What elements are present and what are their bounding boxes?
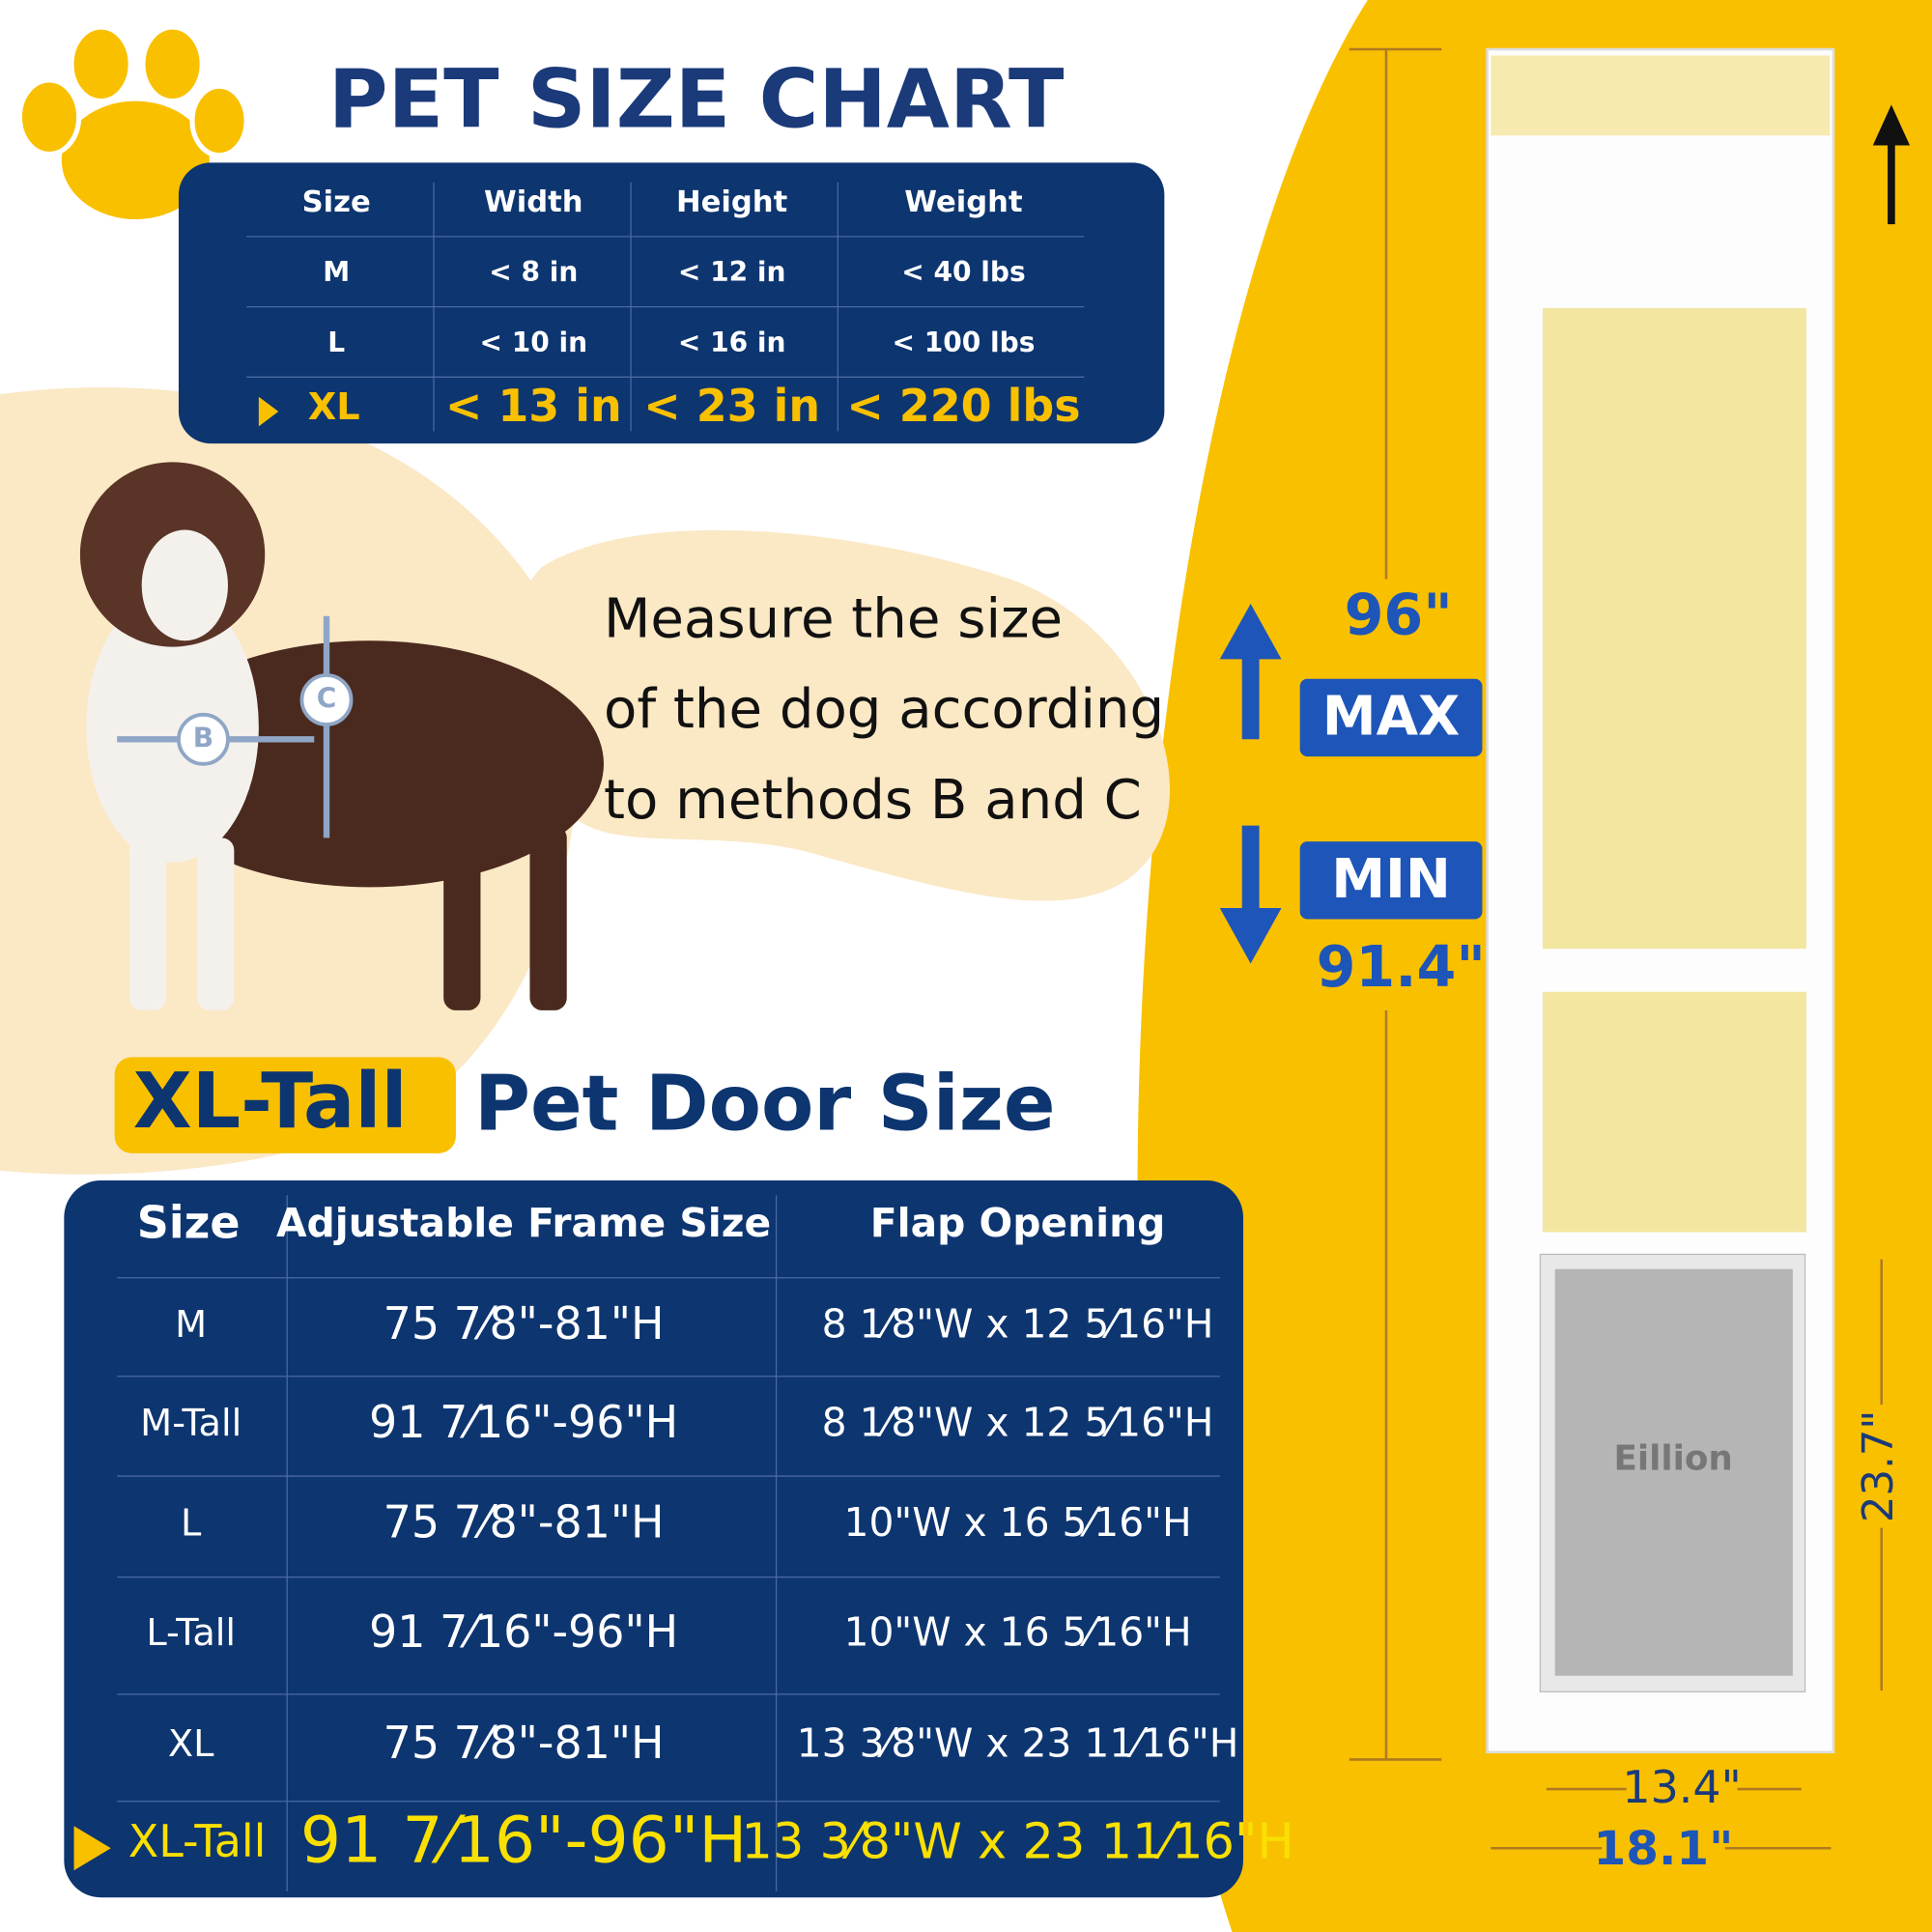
note-line: of the dog according — [604, 678, 1164, 741]
cell: XL — [308, 385, 360, 429]
height-min: 91.4" — [1317, 934, 1486, 1000]
cell: 10"W x 16 5⁄16"H — [844, 1609, 1192, 1656]
note-bubble — [514, 529, 1171, 901]
cell: M — [323, 256, 350, 288]
cell: < 12 in — [678, 256, 786, 288]
cell: < 8 in — [489, 256, 578, 288]
brand: Eillion — [1613, 1438, 1732, 1478]
max-label: MAX — [1322, 686, 1461, 749]
cell: 13 3⁄8"W x 23 11⁄16"H — [741, 1813, 1293, 1870]
column-header: Adjustable Frame Size — [276, 1200, 771, 1246]
cell: 8 1⁄8"W x 12 5⁄16"H — [822, 1400, 1214, 1446]
cell: L — [181, 1502, 202, 1546]
cell: < 16 in — [678, 327, 786, 358]
title: PET SIZE CHART — [328, 51, 1065, 146]
cell: 13 3⁄8"W x 23 11⁄16"H — [797, 1719, 1239, 1766]
column-header: Height — [676, 185, 787, 219]
cell: XL — [168, 1722, 214, 1766]
door-table-bg — [64, 1179, 1243, 1898]
label-b: B — [193, 722, 213, 753]
cell: 75 7⁄8"-81"H — [384, 1717, 665, 1769]
paw-icon — [16, 24, 249, 225]
cell: 8 1⁄8"W x 12 5⁄16"H — [822, 1301, 1214, 1348]
cell: 75 7⁄8"-81"H — [384, 1297, 665, 1350]
cell: < 13 in — [445, 380, 622, 432]
cell: 75 7⁄8"-81"H — [384, 1496, 665, 1548]
door-table: Size Adjustable Frame Size Flap Opening M 75… — [73, 1195, 1294, 1891]
cell: < 40 lbs — [901, 256, 1025, 288]
label-c: C — [317, 682, 337, 714]
note-line: Measure the size — [604, 588, 1063, 651]
cell: 91 7⁄16"-96"H — [369, 1605, 678, 1658]
outer-width: 18.1" — [1594, 1822, 1734, 1876]
column-header: Size — [302, 185, 371, 219]
cell: L — [327, 327, 345, 358]
door-drawing — [1486, 47, 1911, 1754]
cell: M-Tall — [140, 1402, 242, 1445]
cell: XL-Tall — [128, 1815, 267, 1867]
pet-table: Size Width Height Weight M < 8 in < 12 in < 40 … — [246, 182, 1085, 432]
door-title: Pet Door Size — [474, 1059, 1055, 1148]
cell: 10"W x 16 5⁄16"H — [844, 1499, 1192, 1546]
inner-width: 13.4" — [1622, 1761, 1741, 1813]
cell: < 220 lbs — [846, 380, 1080, 432]
max-arrow — [1219, 604, 1282, 740]
max-box — [1299, 678, 1483, 757]
cell: < 100 lbs — [892, 327, 1035, 358]
dog-illustration — [79, 462, 604, 1010]
cell: 91 7⁄16"-96"H — [300, 1803, 747, 1878]
min-label: MIN — [1331, 848, 1451, 911]
door-title-highlight: XL-Tall — [133, 1057, 408, 1146]
column-header: Flap Opening — [870, 1200, 1166, 1246]
min-box — [1299, 841, 1483, 920]
note-line: to methods B and C — [604, 769, 1142, 832]
cell: 91 7⁄16"-96"H — [369, 1396, 678, 1448]
dimension-lines — [1349, 47, 1883, 1850]
column-header: Weight — [904, 185, 1022, 219]
min-arrow — [1219, 825, 1282, 964]
cell: M — [175, 1303, 207, 1347]
flap-height: 23.7" — [1855, 1410, 1903, 1522]
row-marker — [258, 396, 279, 427]
row-marker — [73, 1826, 111, 1871]
cell: < 23 in — [643, 380, 820, 432]
column-header: Width — [484, 185, 583, 219]
pet-table-bg — [178, 162, 1165, 444]
height-max: 96" — [1345, 582, 1453, 647]
cell: L-Tall — [146, 1611, 236, 1655]
title-highlight — [114, 1057, 456, 1153]
cell: < 10 in — [479, 327, 587, 358]
column-header: Size — [137, 1197, 241, 1249]
